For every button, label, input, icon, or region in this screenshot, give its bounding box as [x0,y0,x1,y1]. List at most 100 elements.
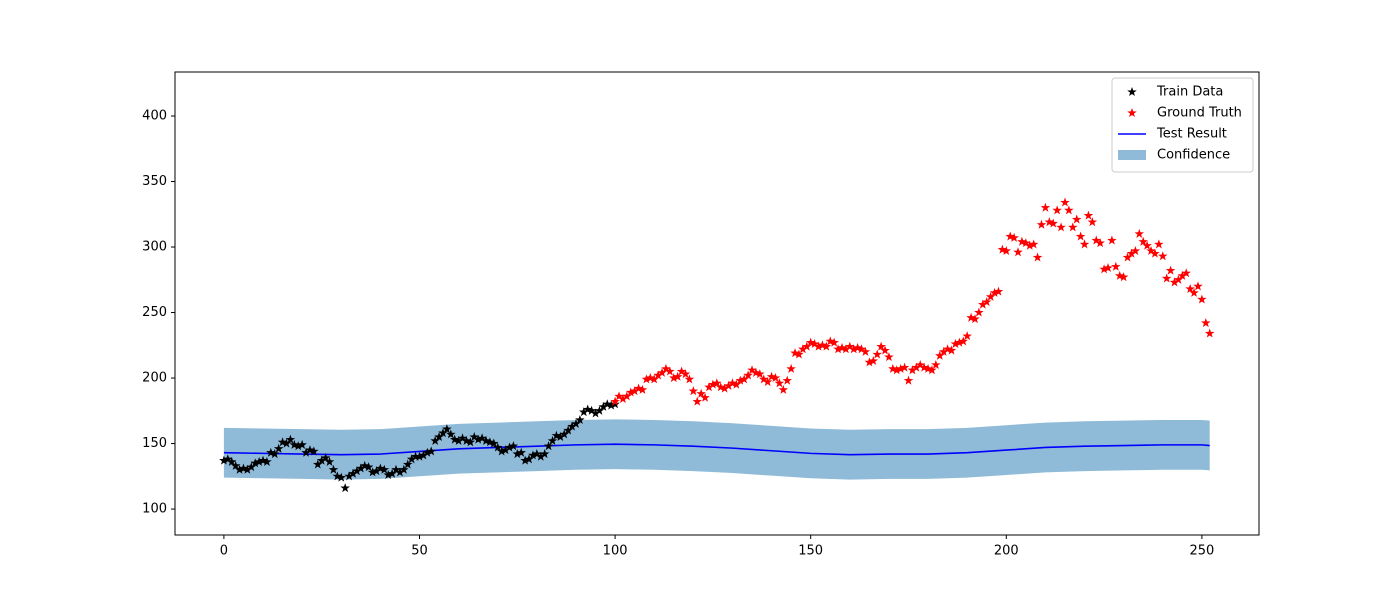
point [1091,235,1102,245]
x-tick-label: 0 [220,544,228,559]
point [465,437,476,447]
point [715,382,726,392]
point [974,307,984,317]
point [289,439,300,449]
point [449,434,460,444]
point [676,366,687,376]
point [539,449,550,459]
point [958,336,969,346]
confidence-band [223,419,1210,480]
point [770,373,781,383]
point [684,374,695,384]
point [1142,240,1152,250]
point [520,455,530,465]
point [802,341,812,351]
point [1044,217,1055,227]
point [954,337,965,347]
point [543,441,554,451]
point [825,336,836,346]
point [582,404,593,414]
point [696,388,706,398]
point [383,470,393,480]
point [1126,248,1137,258]
point [496,446,507,456]
point [238,463,249,473]
point [1193,281,1203,291]
legend-marker [1127,87,1137,97]
point [614,391,624,401]
point [1146,245,1156,256]
point [399,464,409,474]
point [313,459,323,469]
point [1177,270,1188,280]
point [320,452,331,463]
point [672,371,683,381]
point [1032,252,1043,262]
legend-label: Ground Truth [1157,106,1242,121]
point [915,359,925,369]
point [324,456,335,466]
point [230,460,241,470]
x-tick-label: 50 [411,544,428,559]
point [477,433,487,443]
point [254,456,264,466]
point [422,447,433,457]
point [410,451,421,461]
point [610,399,620,409]
point [923,363,933,373]
point [1158,251,1168,261]
point [504,442,515,452]
point [809,338,820,349]
point [579,407,589,417]
point [532,449,542,459]
point [461,435,472,445]
point [1138,236,1148,246]
point [473,434,483,444]
point [258,455,268,465]
point [931,359,941,369]
point [1099,264,1109,274]
point [645,373,656,383]
point [688,386,699,396]
point [246,462,257,472]
point [798,344,808,354]
point [567,421,577,431]
point [516,447,526,457]
point [348,468,358,478]
point [1001,245,1012,256]
point [723,380,734,390]
point [1017,236,1027,246]
point [563,425,573,435]
legend-label: Confidence [1157,148,1230,163]
point [966,312,976,322]
point [528,450,538,460]
point [743,370,753,380]
point [629,386,640,396]
point [262,456,272,466]
point [492,442,503,452]
point [469,432,480,442]
point [1169,277,1180,287]
point [1204,328,1215,338]
point [336,472,347,482]
point [1103,263,1113,273]
point [1185,283,1195,293]
point [813,341,824,351]
point [430,435,440,445]
point [340,483,350,493]
y-tick-label: 350 [142,174,167,189]
point [829,337,839,347]
point [1036,219,1047,229]
point [536,451,546,461]
point [438,428,448,438]
point [273,443,284,453]
point [735,375,746,385]
point [1040,202,1051,212]
point [704,382,714,392]
point [848,344,859,354]
y-tick-label: 400 [142,109,167,124]
point [226,456,237,466]
x-tick-label: 200 [994,544,1019,559]
point [457,433,468,443]
